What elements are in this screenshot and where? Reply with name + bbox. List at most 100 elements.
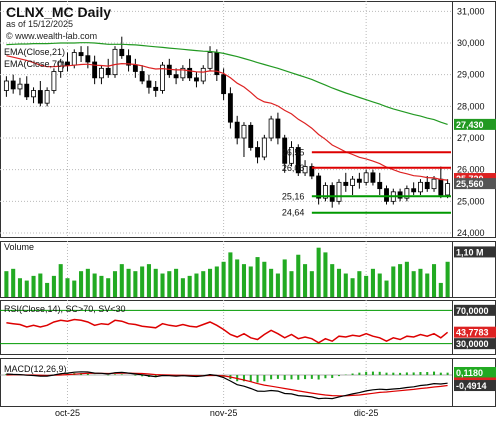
candle-down <box>92 61 98 79</box>
volume-bar <box>303 264 308 297</box>
candle-up <box>71 52 77 66</box>
volume-bar <box>316 247 321 297</box>
macd-signal-line <box>6 372 448 397</box>
x-tick-dic-25: dic-25 <box>354 408 379 418</box>
candle-up <box>44 90 50 104</box>
candle-down <box>234 121 240 139</box>
candle-down <box>10 80 16 90</box>
volume-bar <box>167 271 172 297</box>
volume-bar <box>411 271 416 297</box>
volume-bar <box>51 275 56 297</box>
x-tick-oct-25: oct-25 <box>55 408 80 418</box>
y-tick-27,000: 27,000 <box>457 133 485 143</box>
candle-down <box>343 181 349 186</box>
candle-up <box>431 178 437 190</box>
volume-bar <box>140 266 145 297</box>
volume-bar <box>384 280 389 297</box>
volume-panel <box>4 247 450 297</box>
candle-up <box>363 172 369 183</box>
ema21-line <box>6 55 448 181</box>
volume-bar <box>336 268 342 297</box>
candle-up <box>31 90 36 98</box>
candle-up <box>322 185 328 199</box>
volume-bar <box>174 268 179 297</box>
candle-down <box>329 185 335 202</box>
volume-bar <box>364 275 369 297</box>
rsi-badge-1-bg <box>454 326 496 338</box>
volume-bar <box>330 264 335 297</box>
volume-bar <box>99 275 104 297</box>
volume-badge-0-bg <box>454 246 496 258</box>
candle-down <box>194 77 199 82</box>
volume-bar <box>391 266 396 297</box>
candle-down <box>282 137 288 164</box>
candle-down <box>370 172 376 183</box>
y-tick-31,000: 31,000 <box>457 6 485 16</box>
candle-down <box>173 74 179 79</box>
volume-bar <box>296 254 301 297</box>
candle-up <box>180 67 186 79</box>
y-tick-26,000: 26,000 <box>457 165 485 175</box>
candle-down <box>78 52 84 57</box>
candle-down <box>309 166 315 177</box>
macd-title: MACD(12,26,9) <box>4 364 67 374</box>
grid-lines <box>0 1 452 406</box>
volume-bar <box>357 271 362 297</box>
candle-down <box>275 118 281 139</box>
volume-bar <box>214 266 219 297</box>
candle-down <box>85 55 91 63</box>
price-panel <box>3 36 451 214</box>
macd-line <box>6 371 448 400</box>
candle-up <box>200 67 206 82</box>
volume-bar <box>79 271 84 297</box>
candle-down <box>227 93 233 123</box>
volume-bar <box>425 273 430 297</box>
volume-bar <box>309 271 314 297</box>
macd-badge-0-bg <box>454 366 496 378</box>
candle-up <box>207 52 213 69</box>
volume-bar <box>269 268 274 297</box>
volume-bar <box>201 271 206 297</box>
volume-title: Volume <box>4 242 34 252</box>
candle-up <box>445 183 451 196</box>
volume-bar <box>45 282 50 297</box>
candle-down <box>255 147 260 158</box>
candle-down <box>132 64 138 72</box>
candle-down <box>119 48 125 57</box>
volume-bar <box>187 275 192 297</box>
volume-bar <box>72 280 77 297</box>
price-badge-2-bg <box>454 178 496 190</box>
y-tick-24,000: 24,000 <box>457 228 485 238</box>
volume-badge-0: 1,10 M <box>456 247 484 257</box>
volume-bar <box>445 261 450 297</box>
macd-badge-2-bg <box>454 380 496 392</box>
candle-up <box>289 147 294 164</box>
macd-panel <box>0 371 452 400</box>
price-badge-2: 25,560 <box>456 179 484 189</box>
volume-bar <box>350 278 355 297</box>
volume-bar <box>133 271 138 297</box>
volume-bar <box>282 259 287 297</box>
volume-bar <box>180 278 185 297</box>
volume-bar <box>241 264 247 297</box>
volume-bar <box>343 273 348 297</box>
rsi-badge-2-bg <box>454 338 496 350</box>
candle-down <box>126 55 132 66</box>
candle-down <box>153 86 159 91</box>
candle-up <box>17 83 23 90</box>
volume-bar <box>194 273 199 297</box>
axis-labels: oct-25 nov-25 dic-25 24,000 25,000 26,000 27,0… <box>55 6 496 418</box>
volume-bar <box>431 264 437 297</box>
y-tick-28,000: 28,000 <box>457 101 485 111</box>
volume-bar <box>153 268 158 297</box>
price-level-label-25,16: 25,16 <box>282 191 305 201</box>
candle-down <box>397 191 403 199</box>
candle-down <box>37 90 43 104</box>
legend-ema21: EMA(Close,21) <box>4 47 65 57</box>
candle-down <box>221 74 227 95</box>
x-tick-nov-25: nov-25 <box>210 408 238 418</box>
candle-up <box>160 64 165 91</box>
candle-up <box>241 124 247 139</box>
candle-up <box>261 137 267 158</box>
